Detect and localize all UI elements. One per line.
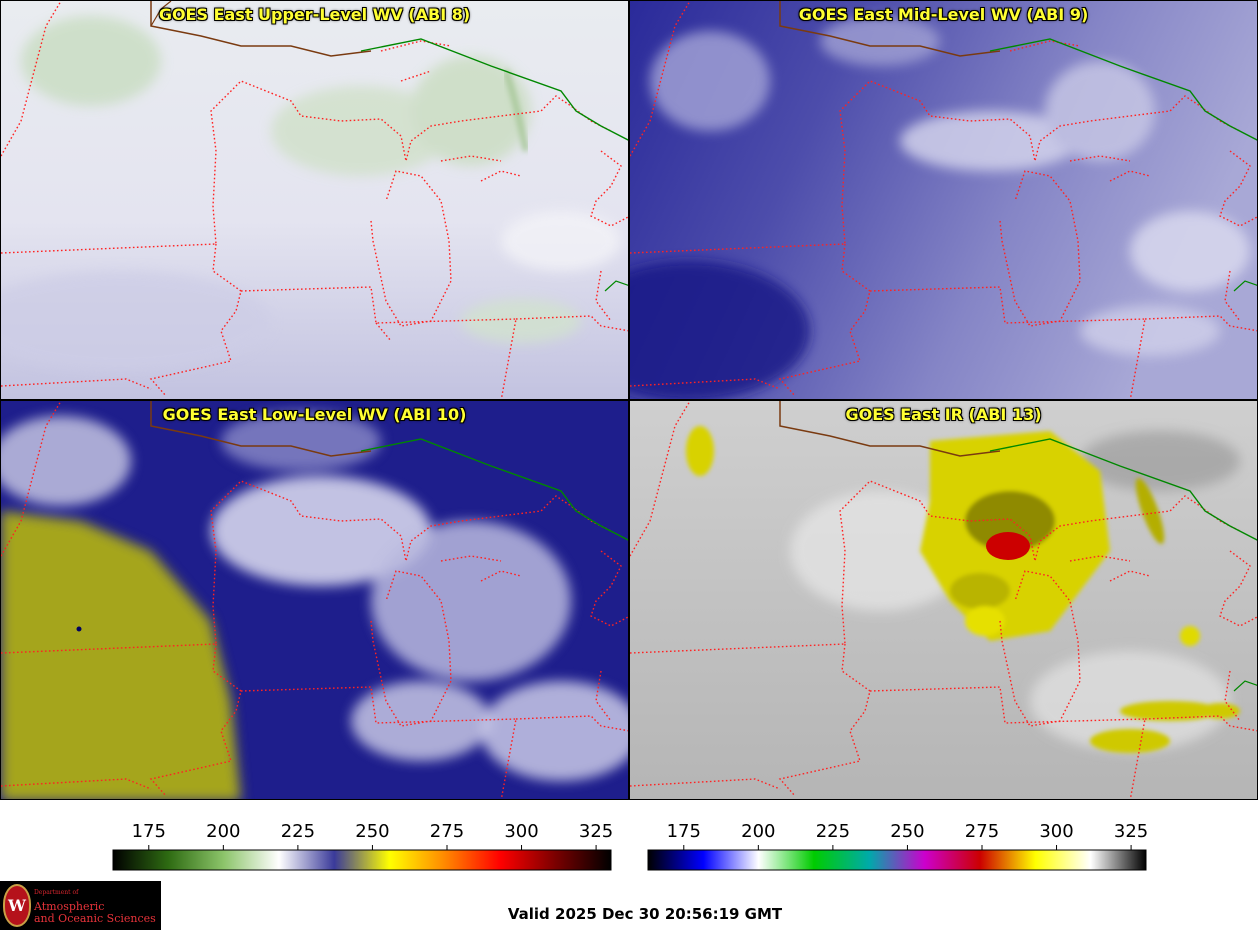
upper-level-wv-image [1,1,628,399]
colorbar-tick-label: 250 [355,821,389,842]
colorbar-tick-label: 300 [1039,821,1073,842]
ir-image [630,401,1257,799]
colorbar-tick-label: 200 [206,821,240,842]
panel-upper-level-wv: GOES East Upper-Level WV (ABI 8) [0,0,629,400]
mid-level-wv-image [630,1,1257,399]
panel-title: GOES East IR (ABI 13) [845,405,1042,424]
colorbar-tick-label: 300 [504,821,538,842]
colorbar-tick-label: 325 [1114,821,1148,842]
colorbar-tick-label: 275 [965,821,999,842]
panel-mid-level-wv: GOES East Mid-Level WV (ABI 9) [629,0,1258,400]
colorbar-tick-label: 200 [741,821,775,842]
colorbar-tick-label: 250 [890,821,924,842]
colorbar-tick-label: 175 [667,821,701,842]
panel-low-level-wv: GOES East Low-Level WV (ABI 10) [0,400,629,800]
wv-colorbar-gradient [112,849,612,871]
ir-colorbar-gradient [647,849,1147,871]
panel-title: GOES East Low-Level WV (ABI 10) [162,405,467,424]
colorbar-tick-label: 225 [816,821,850,842]
map-overlay [1,1,628,399]
valid-time: Valid 2025 Dec 30 20:56:19 GMT [507,905,783,923]
colorbar-tick-label: 275 [430,821,464,842]
wv-colorbar: 175 200 225 250 275 300 325 [112,821,613,871]
map-overlay [630,1,1257,399]
panel-title: GOES East Mid-Level WV (ABI 9) [798,5,1089,24]
low-level-wv-image [1,401,628,799]
uw-seal-icon: W [3,884,31,927]
panel-title: GOES East Upper-Level WV (ABI 8) [158,5,471,24]
colorbar-tick-label: 175 [132,821,166,842]
logo-department: Department of [34,889,79,896]
ir-colorbar: 175 200 225 250 275 300 325 [647,821,1148,871]
map-overlay [1,401,628,799]
logo-name: Atmospheric and Oceanic Sciences [34,900,156,925]
ir-colorbar-ticks: 175 200 225 250 275 300 325 [667,821,1148,850]
panel-ir: GOES East IR (ABI 13) [629,400,1258,800]
map-overlay [630,401,1257,799]
colorbar-tick-label: 325 [579,821,613,842]
aos-logo: W Department of Atmospheric and Oceanic … [0,881,161,930]
colorbar-tick-label: 225 [281,821,315,842]
wv-colorbar-ticks: 175 200 225 250 275 300 325 [132,821,613,850]
cold-cloud-top [986,532,1030,560]
